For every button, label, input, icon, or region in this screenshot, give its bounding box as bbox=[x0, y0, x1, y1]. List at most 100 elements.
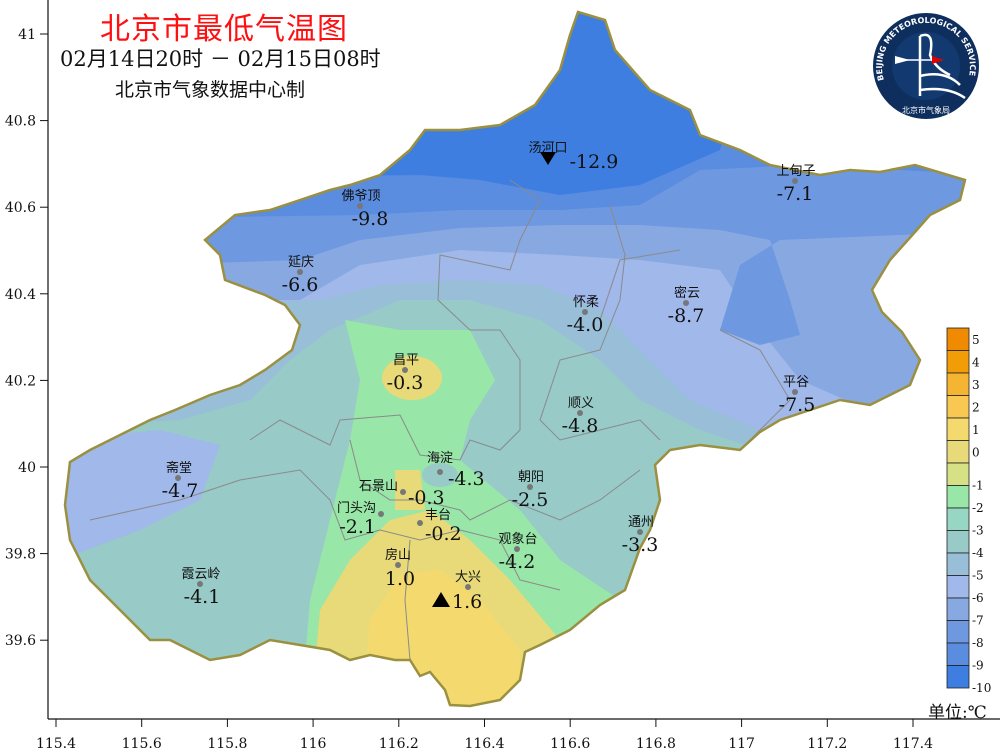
legend-swatch bbox=[946, 395, 970, 419]
x-tick-label: 115.6 bbox=[122, 736, 162, 752]
legend-swatch bbox=[946, 665, 970, 689]
legend-label: -1 bbox=[972, 479, 984, 493]
legend-swatch bbox=[946, 462, 970, 486]
y-tick-label: 40.8 bbox=[5, 114, 36, 130]
y-tick-label: 40.2 bbox=[5, 373, 36, 389]
station-dot-icon bbox=[175, 475, 181, 481]
x-tick-label: 116.6 bbox=[550, 736, 590, 752]
station-name: 延庆 bbox=[288, 255, 314, 270]
logo-text-cn: 北京市气象局 bbox=[902, 105, 950, 115]
legend-label: -8 bbox=[972, 636, 984, 650]
station-name: 房山 bbox=[385, 547, 411, 563]
station-dot-icon bbox=[417, 520, 423, 526]
station-value: -6.6 bbox=[282, 274, 319, 296]
station-name: 上甸子 bbox=[776, 164, 815, 179]
legend-label: -2 bbox=[972, 501, 984, 515]
station-name: 石景山 bbox=[359, 479, 398, 494]
x-tick-label: 117 bbox=[728, 736, 755, 752]
station-value: -4.1 bbox=[184, 586, 221, 608]
station-name: 丰台 bbox=[425, 508, 451, 523]
station-name: 观象台 bbox=[498, 532, 537, 547]
station-dot-icon bbox=[400, 489, 406, 495]
y-tick-label: 40.6 bbox=[5, 200, 36, 216]
legend-label: -6 bbox=[972, 591, 984, 605]
legend-label: -4 bbox=[972, 546, 984, 560]
station-dot-icon bbox=[357, 203, 363, 209]
station-门头沟[interactable]: 门头沟-2.1 bbox=[337, 501, 384, 538]
station-name: 大兴 bbox=[455, 570, 481, 585]
station-平谷[interactable]: 平谷 -7.5 bbox=[779, 375, 816, 416]
station-dot-icon bbox=[577, 410, 583, 416]
y-tick-label: 39.6 bbox=[5, 633, 36, 649]
y-tick-label: 41 bbox=[18, 27, 36, 43]
station-密云[interactable]: 密云 -8.7 bbox=[668, 285, 705, 327]
station-name: 佛爷顶 bbox=[341, 189, 380, 204]
legend-swatch bbox=[946, 372, 970, 396]
station-name: 汤河口 bbox=[528, 141, 567, 156]
station-延庆[interactable]: 延庆 -6.6 bbox=[282, 255, 319, 296]
legend-swatch bbox=[946, 575, 970, 599]
y-axis-ticks: 41 40.8 40.6 40.4 40.2 40 39.8 39.6 bbox=[5, 27, 48, 649]
legend-swatch bbox=[946, 642, 970, 666]
legend-swatch bbox=[946, 417, 970, 441]
legend-label: 5 bbox=[972, 333, 980, 347]
station-value: -0.2 bbox=[425, 523, 462, 545]
legend-label: 3 bbox=[972, 378, 980, 392]
station-value: -7.1 bbox=[777, 183, 814, 205]
map-title: 北京市最低气温图 bbox=[100, 12, 348, 47]
station-dot-icon bbox=[514, 546, 520, 552]
station-dot-icon bbox=[465, 584, 471, 590]
station-value: -4.8 bbox=[562, 415, 599, 437]
station-dot-icon bbox=[792, 178, 798, 184]
legend-swatch bbox=[946, 597, 970, 621]
data-source: 北京市气象数据中心制 bbox=[115, 79, 306, 101]
station-dot-icon bbox=[395, 562, 401, 568]
station-value: 1.6 bbox=[452, 591, 482, 613]
station-name: 平谷 bbox=[783, 375, 809, 390]
station-dot-icon bbox=[297, 269, 303, 275]
station-观象台[interactable]: 观象台 -4.2 bbox=[498, 532, 537, 573]
station-name: 通州 bbox=[628, 515, 654, 530]
station-霞云岭[interactable]: 霞云岭 -4.1 bbox=[181, 567, 220, 608]
station-石景山[interactable]: 石景山 -0.3 bbox=[359, 479, 445, 509]
station-value: -4.0 bbox=[567, 314, 604, 336]
station-怀柔[interactable]: 怀柔 -4.0 bbox=[567, 295, 604, 336]
station-value: -8.7 bbox=[668, 305, 705, 327]
station-上甸子[interactable]: 上甸子 -7.1 bbox=[776, 164, 815, 205]
x-tick-label: 116.4 bbox=[464, 736, 504, 752]
station-顺义[interactable]: 顺义 -4.8 bbox=[562, 396, 599, 437]
station-汤河口[interactable]: 汤河口-12.9 bbox=[528, 141, 618, 173]
station-丰台[interactable]: 丰台-0.2 bbox=[417, 508, 462, 545]
station-value: -4.2 bbox=[499, 551, 536, 573]
x-tick-label: 117.2 bbox=[807, 736, 847, 752]
station-斋堂[interactable]: 斋堂 -4.7 bbox=[162, 460, 199, 502]
station-value: -2.5 bbox=[512, 489, 549, 511]
stations-layer: 汤河口-12.9 上甸子 -7.1 佛爷顶 -9.8 延庆 -6.6 怀柔 -4.0 密云 -8.7… bbox=[162, 141, 816, 613]
station-房山[interactable]: 房山 1.0 bbox=[385, 547, 415, 590]
x-tick-label: 116.8 bbox=[636, 736, 676, 752]
legend-swatch bbox=[946, 530, 970, 554]
station-朝阳[interactable]: 朝阳 -2.5 bbox=[512, 470, 549, 511]
legend-swatch bbox=[946, 485, 970, 509]
legend-swatch bbox=[946, 327, 970, 351]
station-name: 朝阳 bbox=[518, 470, 544, 485]
station-value: -7.5 bbox=[779, 394, 816, 416]
station-name: 海淀 bbox=[427, 451, 453, 466]
station-value: 1.0 bbox=[385, 568, 415, 590]
max-temperature-marker-icon bbox=[432, 592, 450, 607]
station-海淀[interactable]: 海淀 -4.3 bbox=[427, 451, 485, 490]
x-axis-ticks: 115.4 115.6 115.8 116 116.2 116.4 116.6 116.8 11… bbox=[36, 719, 933, 752]
legend-swatch bbox=[946, 440, 970, 464]
station-佛爷顶[interactable]: 佛爷顶 -9.8 bbox=[341, 189, 388, 230]
legend-unit: 单位:℃ bbox=[928, 703, 987, 723]
station-昌平[interactable]: 昌平 -0.3 bbox=[387, 353, 424, 394]
station-通州[interactable]: 通州 -3.3 bbox=[622, 515, 659, 556]
station-大兴[interactable]: 大兴 1.6 bbox=[452, 570, 482, 613]
x-tick-label: 115.4 bbox=[36, 736, 76, 752]
legend-swatch bbox=[946, 507, 970, 531]
legend-label: 1 bbox=[972, 423, 980, 437]
y-tick-label: 40.4 bbox=[5, 287, 36, 303]
station-dot-icon bbox=[378, 511, 384, 517]
